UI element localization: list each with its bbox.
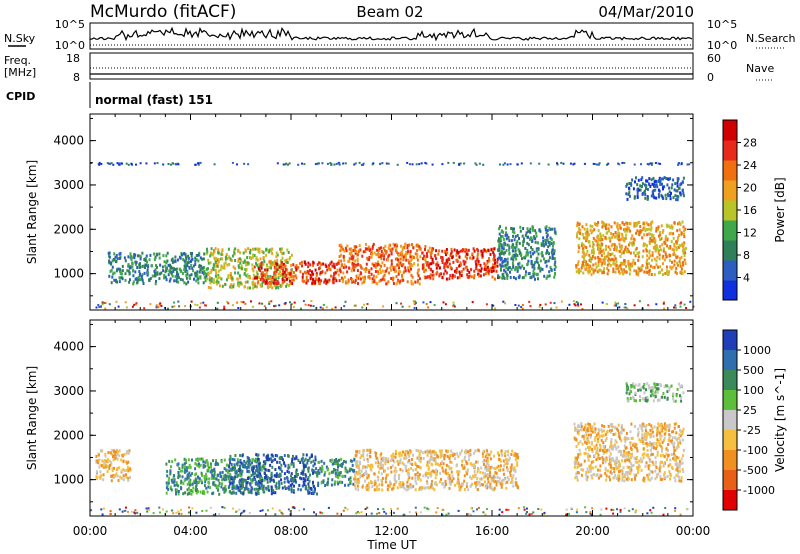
time-axis: 00:00 04:00 08:00 12:00 16:00 20:00 00:00 (73, 524, 711, 538)
echo-region-3 (336, 242, 431, 286)
echo-region-2 (253, 260, 338, 286)
echo-region-0 (95, 448, 132, 483)
x-tick-label: 08:00 (274, 524, 309, 538)
x-tick-label: 16:00 (475, 524, 510, 538)
y-tick-label: 3000 (53, 178, 84, 192)
noise-search-label: N.Search (746, 32, 796, 45)
noise-left-tick-bottom: 10^0 (55, 39, 85, 52)
colorbar-tick-label: 24 (743, 159, 757, 172)
colorbar-tick-label: -500 (743, 464, 768, 477)
station-title: McMurdo (fitACF) (90, 2, 236, 22)
echo-region-5 (497, 225, 557, 281)
power-echoes (90, 161, 695, 310)
nave-label: Nave (746, 62, 774, 75)
echo-region-5 (573, 422, 685, 483)
colorbar-tick-label: 25 (743, 404, 757, 417)
noise-left-tick-top: 10^5 (55, 18, 85, 31)
y-tick-label: 2000 (53, 428, 84, 442)
velocity-echoes (90, 382, 689, 516)
power-colorbar: 4 8 12 16 20 24 28 Power [dB] (722, 119, 787, 301)
y-tick-label: 1000 (53, 267, 84, 281)
colorbar-label: Velocity [m s^-1] (773, 368, 787, 472)
colorbar-tick-label: -100 (743, 444, 768, 457)
x-axis-label: Time UT (366, 538, 417, 552)
noise-sky-trace (89, 26, 693, 42)
colorbar-tick-label: -1000 (743, 484, 775, 497)
echo-region-0 (107, 251, 208, 286)
echo-region-1 (165, 457, 268, 496)
nave-right-tick-top: 60 (707, 52, 721, 65)
frequency-panel: Freq. [MHz] 18 8 60 0 Nave (4, 52, 774, 84)
cpid-label: CPID (6, 90, 35, 103)
echo-region-6 (575, 220, 687, 277)
y-axis-label: Slant Range [km] (25, 160, 39, 264)
x-tick-label: 12:00 (374, 524, 409, 538)
y-tick-label: 4000 (53, 134, 84, 148)
echo-region-3 (316, 457, 356, 487)
colorbar-tick-label: 100 (743, 384, 764, 397)
colorbar-tick-label: 8 (743, 249, 750, 262)
colorbar-tick-label: 12 (743, 227, 757, 240)
colorbar-tick-label: 4 (743, 272, 750, 285)
colorbar-tick-label: 28 (743, 137, 757, 150)
echo-region-7 (625, 176, 685, 202)
noise-sky-label: N.Sky (4, 32, 36, 45)
frequency-left-tick-bottom: 8 (73, 71, 80, 84)
noise-right-tick-bottom: 10^0 (707, 39, 737, 52)
heatmap-panels: 1000 2000 3000 4000 Slant Range [km] 4 8 12 16 20… (25, 113, 787, 517)
beam-title: Beam 02 (356, 3, 423, 21)
echo-region-4 (429, 247, 499, 281)
date-title: 04/Mar/2010 (598, 3, 694, 21)
y-tick-label: 3000 (53, 384, 84, 398)
colorbar-tick-label: -25 (743, 424, 761, 437)
y-axis-label: Slant Range [km] (25, 366, 39, 470)
echo-region-6 (625, 382, 685, 403)
y-tick-label: 4000 (53, 340, 84, 354)
frequency-label-1: Freq. (4, 54, 31, 67)
cpid-value: normal (fast) 151 (95, 93, 213, 107)
noise-panel: N.Sky 10^5 10^0 10^5 10^0 N.Search (4, 18, 796, 52)
echo-region-8 (90, 161, 691, 166)
frequency-label-2: [MHz] (4, 66, 36, 79)
colorbar-tick-label: 20 (743, 182, 757, 195)
colorbar-tick-label: 500 (743, 364, 764, 377)
x-tick-label: 00:00 (676, 524, 711, 538)
x-tick-label: 00:00 (73, 524, 108, 538)
y-tick-label: 1000 (53, 473, 84, 487)
noise-right-tick-top: 10^5 (707, 18, 737, 31)
cpid-panel: CPID normal (fast) 151 (6, 82, 213, 108)
colorbar-tick-label: 1000 (743, 344, 771, 357)
colorbar-tick-label: 16 (743, 204, 757, 217)
colorbar-label: Power [dB] (773, 177, 787, 242)
panel-power: 1000 2000 3000 4000 Slant Range [km] 4 8 12 16 20… (25, 113, 787, 311)
velocity-colorbar: 1000 500 100 25 -25 -100 -500 -1000 Velocity [m … (722, 329, 787, 511)
nave-right-tick-bottom: 0 (707, 71, 714, 84)
echo-region-2 (228, 453, 318, 496)
x-tick-label: 20:00 (575, 524, 610, 538)
frequency-left-tick-top: 18 (66, 52, 80, 65)
echo-region-4 (353, 448, 520, 492)
x-tick-label: 04:00 (173, 524, 208, 538)
y-tick-label: 2000 (53, 222, 84, 236)
